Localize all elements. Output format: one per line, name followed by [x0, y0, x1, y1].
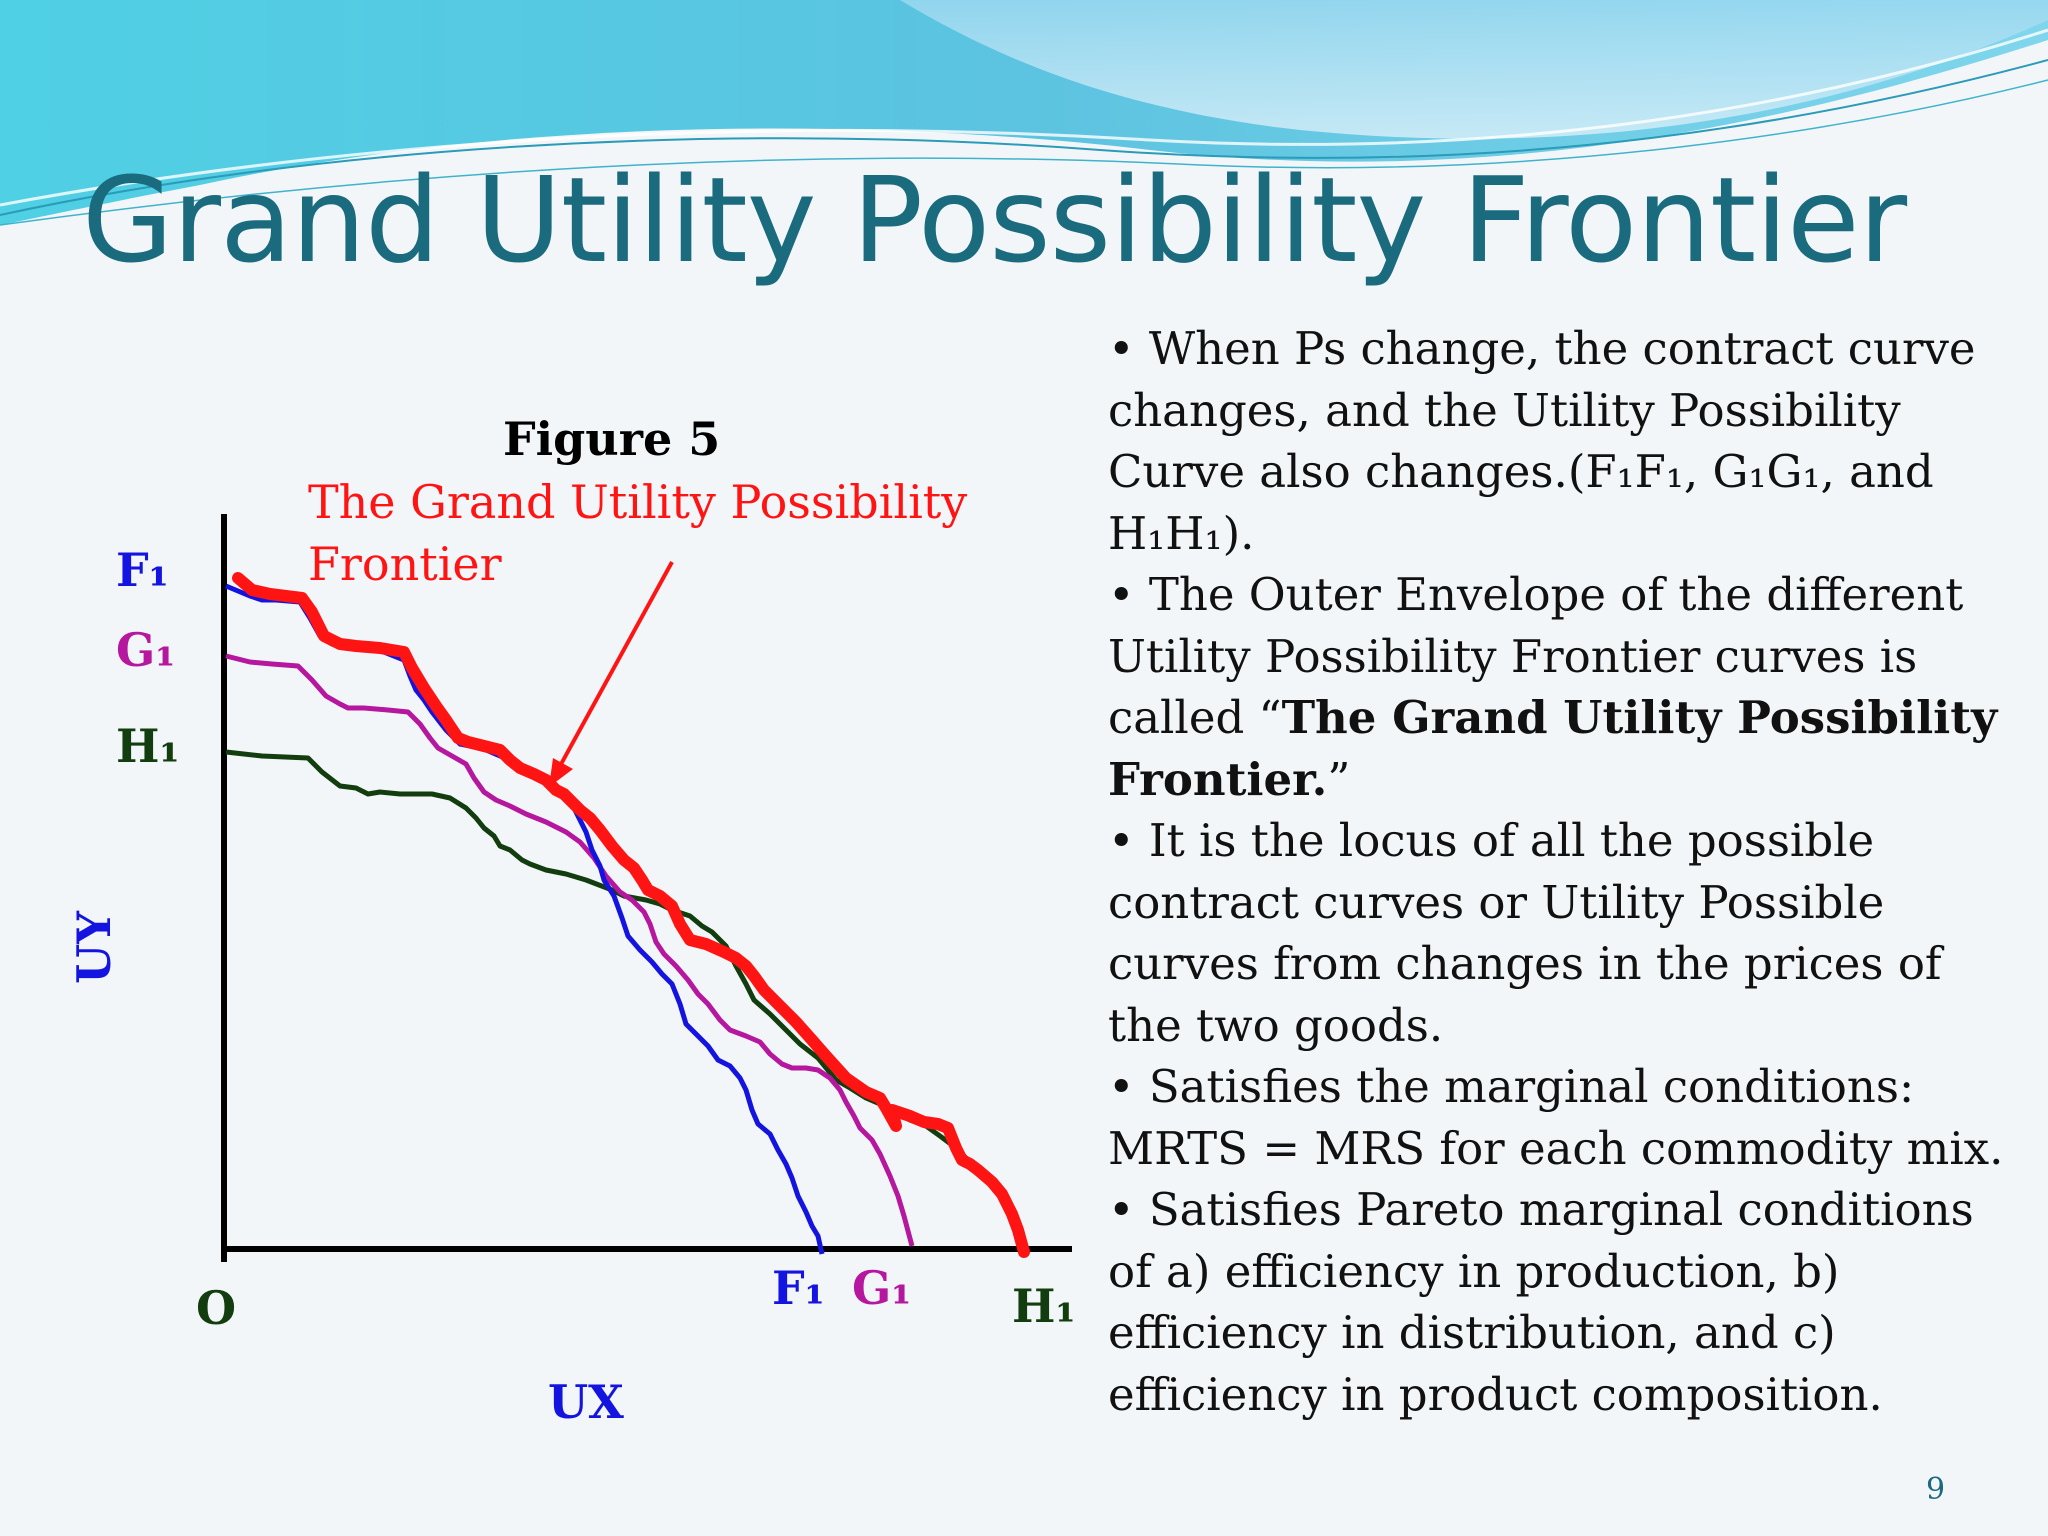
- header-wave-decoration: [0, 0, 2048, 226]
- frontier-arrow-head: [549, 758, 573, 787]
- figure-subtitle-line2: Frontier: [308, 537, 502, 591]
- explanation-text: • When Ps change, the contract curve cha…: [1108, 318, 2008, 1425]
- g1-x-label: G₁: [852, 1261, 911, 1315]
- bullet-pareto-conditions: • Satisfies Pareto marginal conditions o…: [1108, 1183, 1974, 1421]
- bullet-outer-envelope-post: ”: [1327, 752, 1351, 806]
- bullet-marginal-conditions: • Satisfies the marginal conditions: MRT…: [1108, 1060, 2004, 1175]
- grand-upf-envelope: [232, 572, 1030, 1258]
- bullet-prices-change: • When Ps change, the contract curve cha…: [1108, 322, 1976, 560]
- bullet-locus: • It is the locus of all the possible co…: [1108, 814, 1942, 1052]
- f1-x-label: F₁: [772, 1261, 825, 1315]
- g1-y-label: G₁: [116, 623, 175, 677]
- h1-x-label: H₁: [1012, 1279, 1076, 1333]
- bullet-outer-envelope-pre: • The Outer Envelope of the different Ut…: [1108, 568, 1964, 744]
- figure-subtitle-line1: The Grand Utility Possibility: [308, 475, 967, 529]
- page-number: 9: [1926, 1472, 1946, 1507]
- frontier-arrow: [558, 561, 674, 767]
- h1-curve: [225, 749, 1029, 1249]
- figure-caption: Figure 5: [503, 412, 720, 466]
- g1-curve: [225, 653, 915, 1247]
- f1-y-label: F₁: [116, 543, 169, 597]
- y-axis-label: UY: [67, 910, 121, 984]
- slide-title: Grand Utility Possibility Frontier: [82, 151, 1907, 289]
- origin-label: O: [196, 1281, 236, 1335]
- x-axis-label: UX: [548, 1375, 624, 1429]
- h1-y-label: H₁: [116, 719, 180, 773]
- bullet-outer-envelope: • The Outer Envelope of the different Ut…: [1108, 564, 2008, 810]
- bullet-outer-envelope-bold: The Grand Utility Possibility Frontier.: [1108, 691, 1998, 806]
